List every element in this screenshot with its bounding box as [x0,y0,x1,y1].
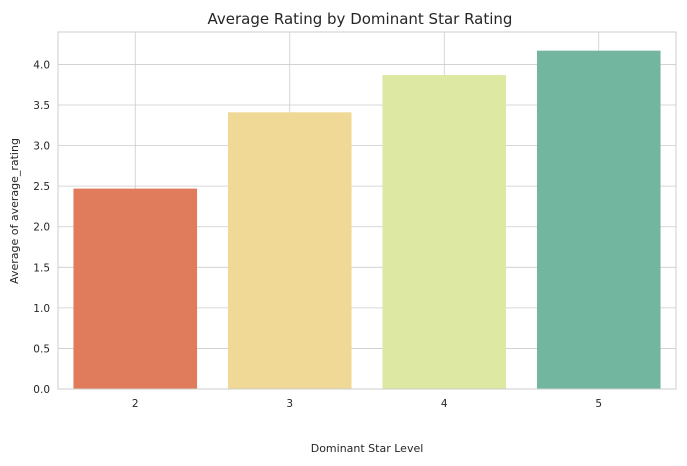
bar-2 [73,188,198,389]
x-tick-label: 4 [441,398,448,410]
bar-4 [382,75,507,390]
y-tick-label: 0.5 [33,343,50,355]
bars [73,50,661,390]
x-tick-label: 5 [595,398,602,410]
y-tick-label: 3.0 [33,141,50,153]
bar-3 [227,112,352,389]
y-tick-label: 3.5 [33,100,50,112]
bar-5 [536,50,661,389]
y-tick-label: 4.0 [33,59,50,71]
y-tick-label: 1.0 [33,303,50,315]
y-tick-label: 2.0 [33,222,50,234]
chart-title: Average Rating by Dominant Star Rating [208,10,513,28]
x-tick-label: 2 [132,398,139,410]
x-tick-label: 3 [286,398,293,410]
y-tick-label: 1.5 [33,262,50,274]
y-ticks: 0.0 0.5 1.0 1.5 2.0 2.5 3.0 3.5 4.0 [33,59,50,396]
plot-frame [57,31,677,390]
y-tick-label: 2.5 [33,181,50,193]
x-ticks: 2 3 4 5 [132,398,602,410]
y-tick-label: 0.0 [33,384,50,396]
x-axis-label: Dominant Star Level [311,442,424,455]
y-axis-label: Average of average_rating [8,138,21,284]
